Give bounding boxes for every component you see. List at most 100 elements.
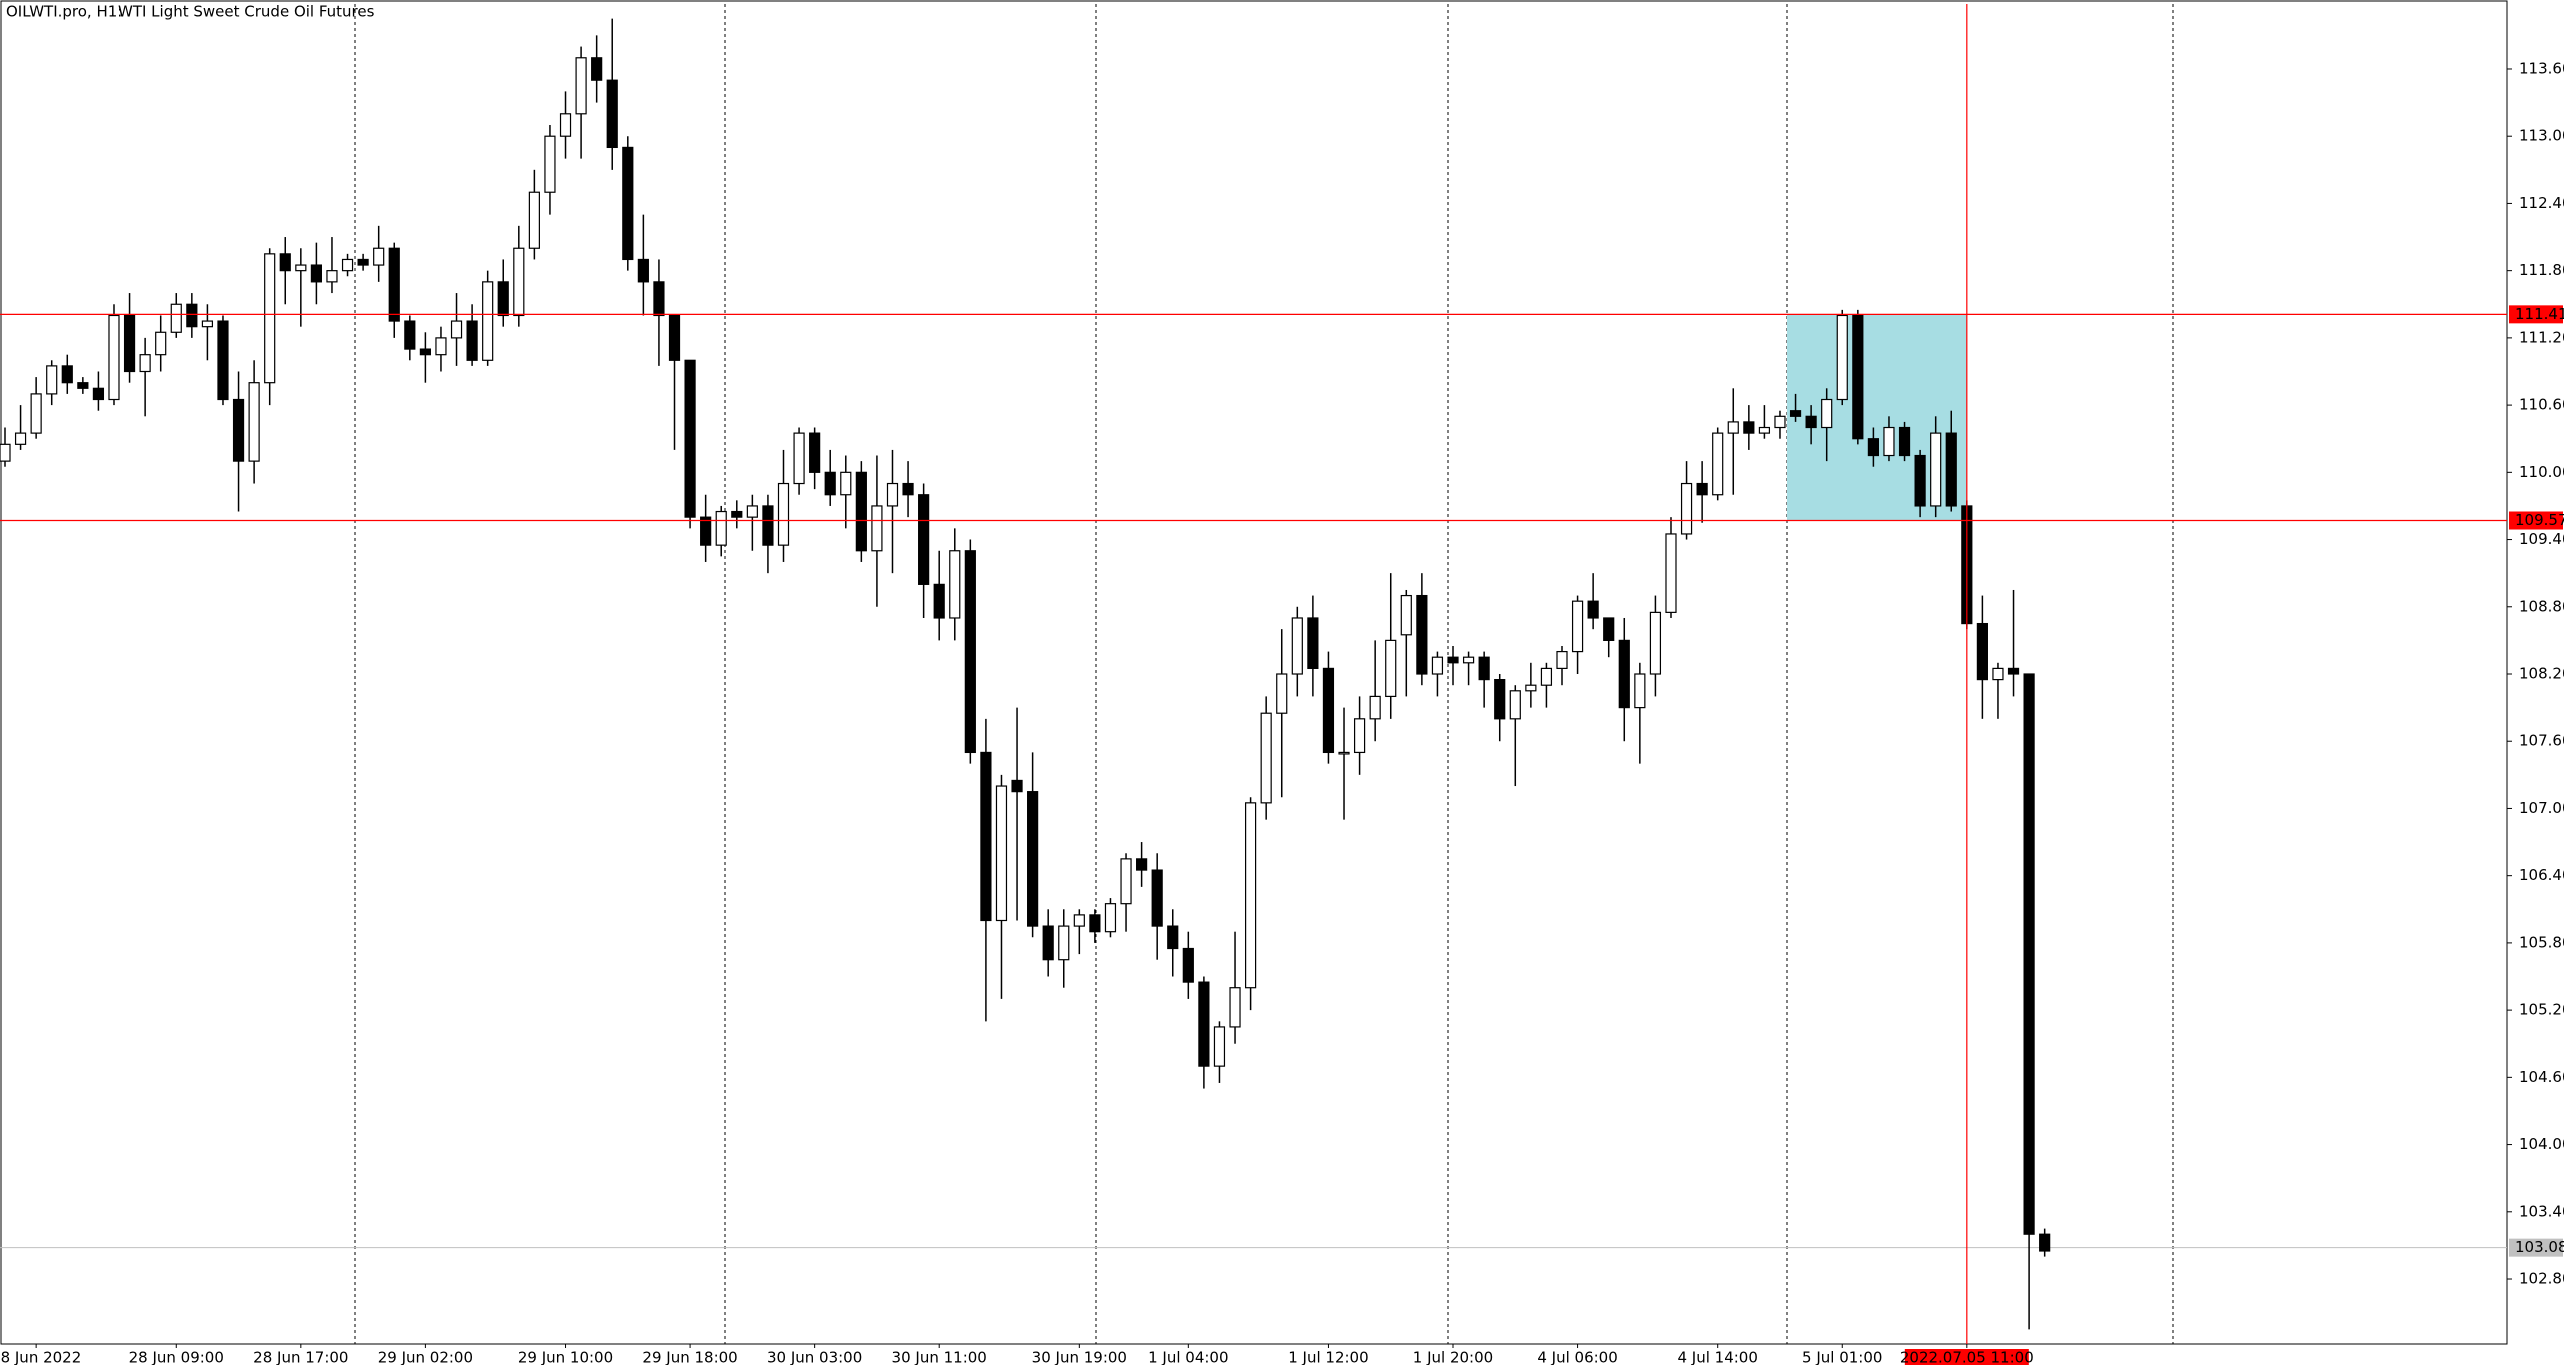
candle-body (1058, 925, 1070, 961)
candle-body (1867, 438, 1880, 457)
candle-body (777, 482, 790, 546)
candle-body (373, 247, 385, 266)
symbol: OILWTI.pro, H1: (6, 3, 122, 21)
y-tick-label: 113.60 (2519, 59, 2564, 77)
candle-body (559, 113, 572, 137)
candle-body (450, 320, 463, 339)
level-label: 111.41 (2515, 305, 2564, 323)
candle-body (1571, 600, 1584, 653)
y-tick-label: 104.00 (2519, 1135, 2564, 1153)
candle-body (528, 191, 540, 249)
candle-body (123, 314, 136, 373)
day-separators (354, 4, 2174, 1344)
candle-body (1898, 426, 1911, 457)
x-tick-label: 30 Jun 03:00 (767, 1349, 862, 1365)
candle-body (1291, 617, 1303, 675)
level-tag (2509, 305, 2563, 324)
candle-body (1914, 454, 1926, 507)
y-tick-label: 112.40 (2519, 194, 2564, 212)
candle-body (1836, 314, 1848, 401)
candle-body (1369, 695, 1381, 720)
candle-body (513, 247, 525, 317)
candle-body (1260, 712, 1272, 804)
candle-body (653, 281, 665, 317)
candle-body (1603, 617, 1615, 641)
candle-body (762, 505, 774, 546)
x-tick-label: 28 Jun 09:00 (129, 1349, 224, 1365)
candle-body (918, 494, 930, 585)
candle-body (61, 365, 73, 384)
candle-body (2039, 1233, 2051, 1252)
candle-body (1120, 858, 1132, 905)
candle-body (310, 264, 322, 283)
x-tick-label: 1 Jul 04:00 (1148, 1349, 1228, 1365)
candle-body (949, 550, 961, 619)
y-tick-label: 102.80 (2519, 1270, 2564, 1288)
candle-body (1587, 600, 1599, 619)
candle-body (2023, 673, 2035, 1235)
candle-body (1151, 869, 1163, 927)
candle-body (1307, 617, 1319, 669)
candle-body (77, 382, 89, 389)
candle-body (279, 253, 291, 272)
candle-body (700, 516, 712, 546)
candle-body (1338, 751, 1350, 755)
candle-body (1930, 432, 1942, 507)
x-tick-label: 4 Jul 14:00 (1677, 1349, 1757, 1365)
candle-body (482, 281, 494, 361)
candle-body (1136, 858, 1148, 871)
candle-body (466, 320, 478, 361)
candle-body (1167, 925, 1179, 950)
candle-body (2007, 667, 2020, 675)
candle-body (30, 393, 42, 434)
candle-body (1665, 533, 1677, 613)
level-label: 109.57 (2515, 511, 2564, 529)
candle-body (1805, 415, 1817, 429)
candle-body (1758, 426, 1771, 434)
candle-body (1229, 987, 1241, 1028)
candle-body (544, 135, 556, 193)
candle-body (1634, 673, 1646, 709)
candle-body (591, 57, 603, 81)
candle-body (1727, 421, 1739, 434)
x-tick-label: 30 Jun 11:00 (892, 1349, 987, 1365)
x-tick-label: 28 Jun 17:00 (253, 1349, 348, 1365)
candle-body (139, 354, 151, 373)
candle-body (1509, 690, 1521, 720)
candle-body (1182, 947, 1194, 983)
candle-body (1789, 410, 1802, 417)
candle-body (668, 314, 681, 361)
candle-body (435, 337, 447, 356)
y-tick-label: 106.40 (2519, 866, 2564, 884)
crosshair-tag (1904, 1349, 2029, 1365)
y-tick-label: 111.80 (2519, 261, 2564, 279)
candle-body (1525, 684, 1537, 692)
candle-body (964, 550, 976, 754)
candle-body (902, 482, 914, 496)
candle-body (886, 482, 899, 507)
y-tick-label: 109.40 (2519, 530, 2564, 548)
y-tick-label: 107.60 (2519, 732, 2564, 750)
candle-body (186, 303, 198, 328)
x-tick-label: 5 Jul 01:00 (1802, 1349, 1882, 1365)
candle-body (1821, 398, 1833, 429)
y-tick-label: 107.00 (2519, 799, 2564, 817)
candle-body (1198, 981, 1210, 1067)
candle-body (1104, 903, 1117, 933)
candle-body (46, 365, 58, 395)
candle-body (1462, 656, 1475, 664)
candle-body (1774, 415, 1786, 429)
candle-body (980, 751, 992, 922)
candle-body (170, 303, 182, 333)
x-tick-label: 29 Jun 18:00 (642, 1349, 737, 1365)
x-tick-label: 28 Jun 2022 (0, 1349, 81, 1365)
candle-body (248, 382, 260, 462)
candle-body (1011, 779, 1023, 793)
candle-body (575, 57, 587, 115)
candle-body (746, 505, 758, 518)
candle-body (1540, 667, 1553, 686)
candle-body (217, 320, 229, 401)
y-tick-label: 110.60 (2519, 396, 2564, 414)
candle-body (497, 281, 509, 317)
